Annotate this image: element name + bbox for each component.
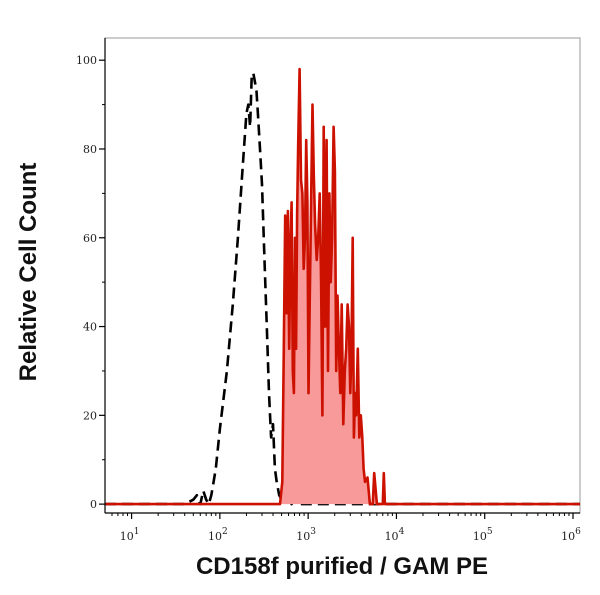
stained-histogram-line (105, 67, 580, 506)
y-tick-label: 0 (90, 498, 97, 511)
histogram-series (105, 67, 580, 506)
y-tick-label: 80 (83, 143, 97, 156)
x-axis-title: CD158f purified / GAM PE (196, 553, 488, 580)
x-tick-label: 105 (473, 527, 493, 543)
x-tick-label: 101 (120, 527, 140, 543)
stained-histogram-fill (105, 69, 580, 505)
y-axis-title: Relative Cell Count (15, 163, 42, 382)
y-tick-label: 100 (76, 54, 97, 67)
x-ticks: 101 102 103 104 105 106 (111, 513, 581, 543)
y-tick-label: 20 (83, 409, 97, 422)
y-tick-label: 60 (83, 232, 97, 245)
x-tick-label: 103 (296, 527, 316, 543)
y-tick-label: 40 (83, 321, 97, 334)
y-ticks: 0 20 40 60 80 100 (76, 54, 105, 511)
x-tick-label: 104 (385, 527, 405, 543)
x-tick-label: 106 (561, 527, 581, 543)
axes (104, 38, 580, 514)
x-tick-label: 102 (208, 527, 228, 543)
